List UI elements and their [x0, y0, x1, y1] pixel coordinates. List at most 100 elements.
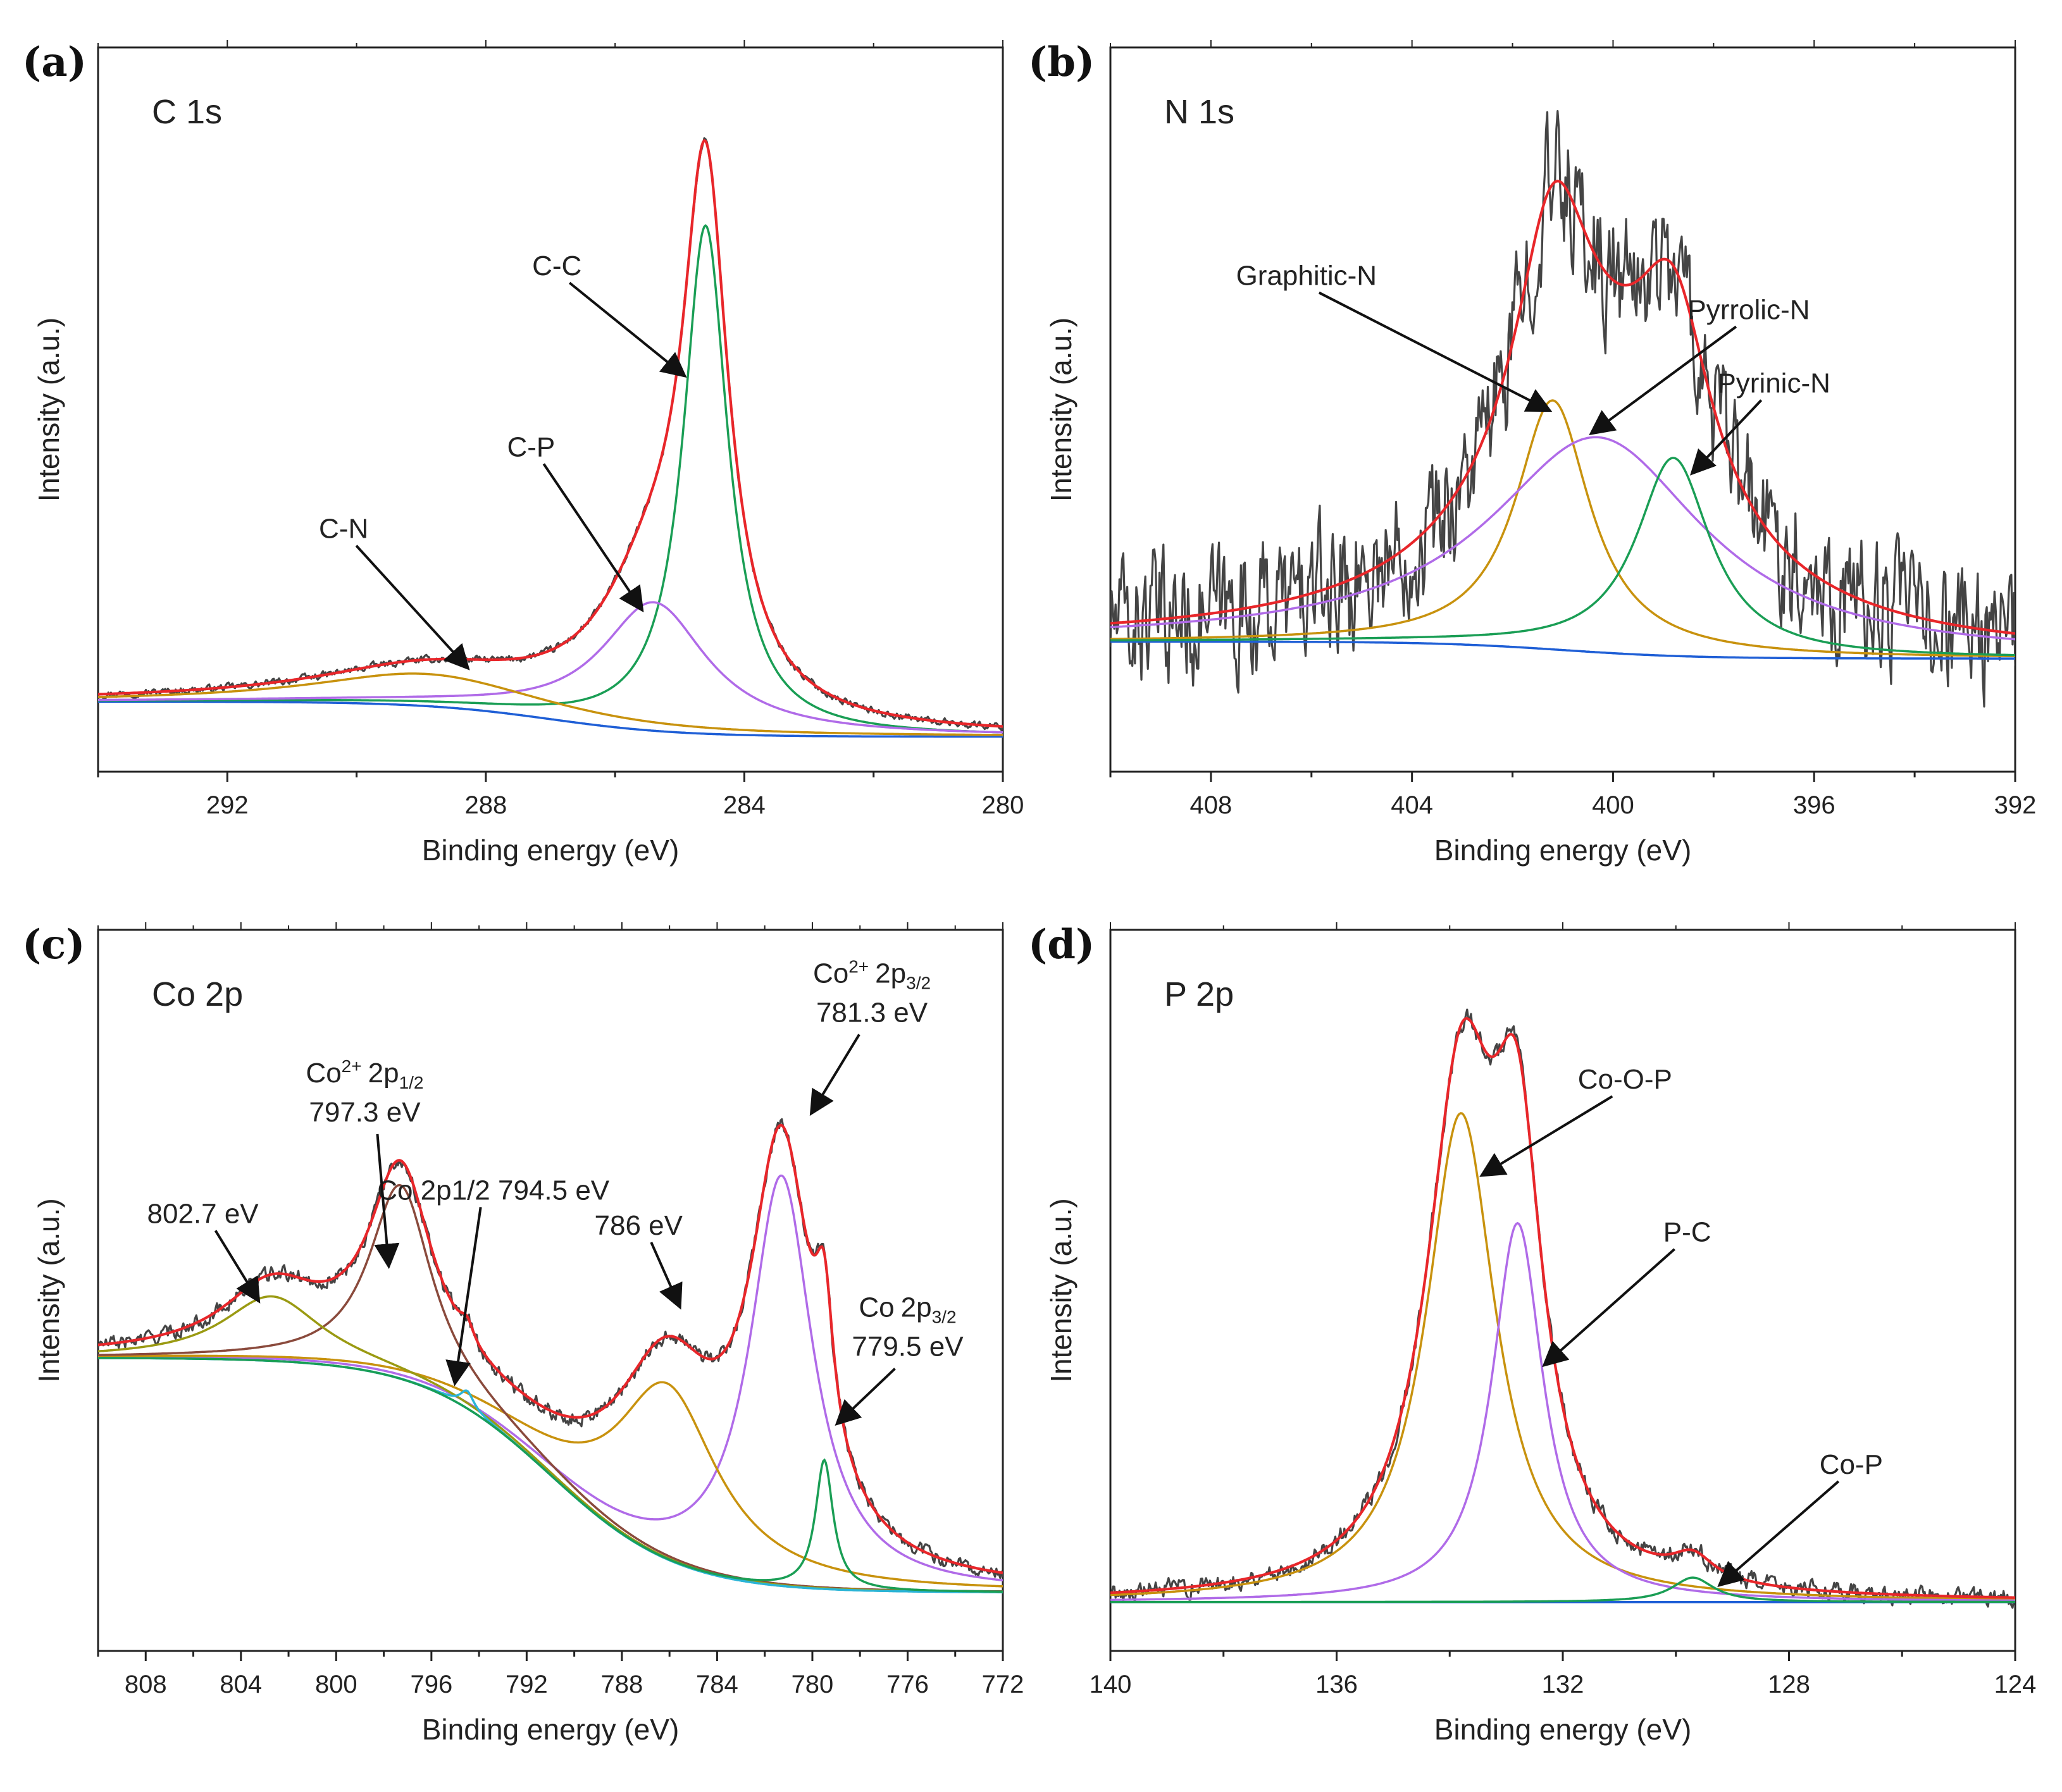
annotation-arrow: [445, 1207, 482, 1387]
fit-peak-0: [1110, 399, 2015, 658]
annotation-arrow: [1690, 399, 1763, 476]
stacked-annotation-value: 779.5 eV: [852, 1332, 964, 1363]
plot-area: [98, 137, 1003, 738]
annotation-arrow: [355, 545, 470, 670]
fit-peak-1: [1110, 436, 2015, 641]
fit-peak-2: [1110, 457, 2015, 657]
plot-area: [1110, 110, 2015, 708]
plot-frame: [97, 46, 1004, 773]
plot-frame: [1109, 46, 2016, 773]
x-tick-label: 772: [982, 1671, 1024, 1698]
annotation-arrow: [809, 1034, 860, 1116]
annotation-label: Pyrinic-N: [1717, 368, 1830, 399]
y-axis-title: Intensity (a.u.): [1045, 318, 1078, 502]
stacked-annotation-label: Co2+ 2p3/2: [813, 956, 931, 992]
x-tick-label: 788: [601, 1671, 643, 1698]
x-tick-label: 136: [1315, 1671, 1358, 1698]
raw-spectrum: [98, 137, 1003, 732]
panel-1: 408 404 400 396 392 Binding energy (eV) Intens…: [1028, 39, 2036, 867]
y-axis-title: Intensity (a.u.): [1045, 1198, 1078, 1382]
x-axis-title: Binding energy (eV): [1434, 1713, 1692, 1746]
fit-peak-0: [98, 224, 1003, 734]
annotation-arrow: [1589, 325, 1737, 436]
x-tick-label: 280: [982, 791, 1024, 819]
x-tick-label: 400: [1592, 791, 1634, 819]
background-line: [98, 700, 1003, 738]
raw-spectrum: [1110, 110, 2015, 708]
annotation-label: Co 2p1/2 794.5 eV: [377, 1175, 610, 1206]
panel-title: P 2p: [1164, 975, 1234, 1013]
x-tick-label: 408: [1190, 791, 1233, 819]
panel-letter: (c): [22, 921, 85, 968]
annotation-label: Co-P: [1820, 1449, 1883, 1480]
annotation-label: Co-O-P: [1578, 1064, 1672, 1095]
background-line: [1110, 640, 2015, 660]
fit-peak-5: [98, 1357, 1003, 1593]
annotation-arrow: [214, 1230, 261, 1304]
x-tick-label: 780: [792, 1671, 834, 1698]
fit-peak-2: [1110, 1576, 2015, 1604]
annotation-label: 802.7 eV: [147, 1198, 259, 1229]
panel-letter: (a): [22, 39, 87, 86]
panel-title: Co 2p: [152, 975, 243, 1013]
plot-frame: [97, 929, 1004, 1652]
x-tick-label: 140: [1090, 1671, 1132, 1698]
x-tick-label: 784: [696, 1671, 738, 1698]
stacked-annotation-value: 781.3 eV: [816, 997, 928, 1028]
x-tick-label: 128: [1768, 1671, 1810, 1698]
plot-frame: [1109, 929, 2016, 1652]
annotation-arrow: [542, 463, 644, 613]
x-tick-label: 288: [464, 791, 507, 819]
y-axis-title: Intensity (a.u.): [32, 1198, 65, 1382]
panel-letter: (b): [1028, 39, 1095, 86]
panel-letter: (d): [1028, 921, 1095, 968]
fit-envelope: [1110, 180, 2015, 635]
x-tick-label: 404: [1391, 791, 1433, 819]
annotation-arrow: [568, 281, 687, 378]
x-tick-label: 292: [206, 791, 249, 819]
annotation-label: 786 eV: [595, 1210, 683, 1241]
annotation-label: Graphitic-N: [1236, 261, 1377, 292]
plot-area: [98, 1118, 1003, 1593]
fit-peak-0: [98, 1174, 1003, 1582]
panel-title: N 1s: [1164, 93, 1234, 131]
y-axis-title: Intensity (a.u.): [32, 318, 65, 502]
panel-3: 140 136 132 128 124 Binding energy (eV) Intens…: [1028, 921, 2036, 1746]
fit-peak-1: [1110, 1221, 2015, 1602]
x-axis-title: Binding energy (eV): [1434, 834, 1692, 867]
x-tick-label: 804: [220, 1671, 262, 1698]
panel-2: 808 804 800 796 792 788 784 780 776 772 Binding en…: [22, 921, 1024, 1746]
x-tick-label: 284: [723, 791, 766, 819]
x-tick-label: 792: [506, 1671, 548, 1698]
annotation-arrow: [835, 1368, 896, 1426]
x-tick-label: 776: [886, 1671, 929, 1698]
x-axis-title: Binding energy (eV): [422, 1713, 680, 1746]
annotation-arrow: [1542, 1248, 1675, 1368]
annotation-arrow: [650, 1242, 683, 1310]
x-tick-label: 132: [1542, 1671, 1584, 1698]
annotation-arrow: [1479, 1095, 1613, 1177]
annotation-arrow: [374, 1134, 400, 1270]
x-tick-label: 800: [315, 1671, 357, 1698]
plot-area: [1110, 1008, 2015, 1609]
stacked-annotation-value: 797.3 eV: [309, 1097, 421, 1128]
fit-peak-2: [98, 1183, 1003, 1593]
x-tick-label: 808: [125, 1671, 167, 1698]
x-tick-label: 396: [1793, 791, 1835, 819]
annotation-label: Pyrrolic-N: [1687, 294, 1810, 325]
annotation-label: C-P: [507, 431, 555, 462]
fit-envelope: [1110, 1016, 2015, 1599]
stacked-annotation-label: Co2+ 2p1/2: [306, 1056, 423, 1092]
fit-peak-0: [1110, 1112, 2015, 1600]
fit-envelope: [98, 139, 1003, 728]
x-tick-label: 796: [410, 1671, 452, 1698]
panel-0: 292 288 284 280 Binding energy (eV) Intensity…: [22, 39, 1024, 867]
fit-peak-2: [98, 672, 1003, 736]
annotation-arrow: [1318, 291, 1553, 412]
annotation-arrow: [1717, 1480, 1840, 1587]
fit-peak-1: [98, 601, 1003, 734]
annotation-label: C-C: [532, 250, 581, 281]
x-tick-label: 124: [1994, 1671, 2037, 1698]
annotation-label: C-N: [319, 514, 368, 545]
